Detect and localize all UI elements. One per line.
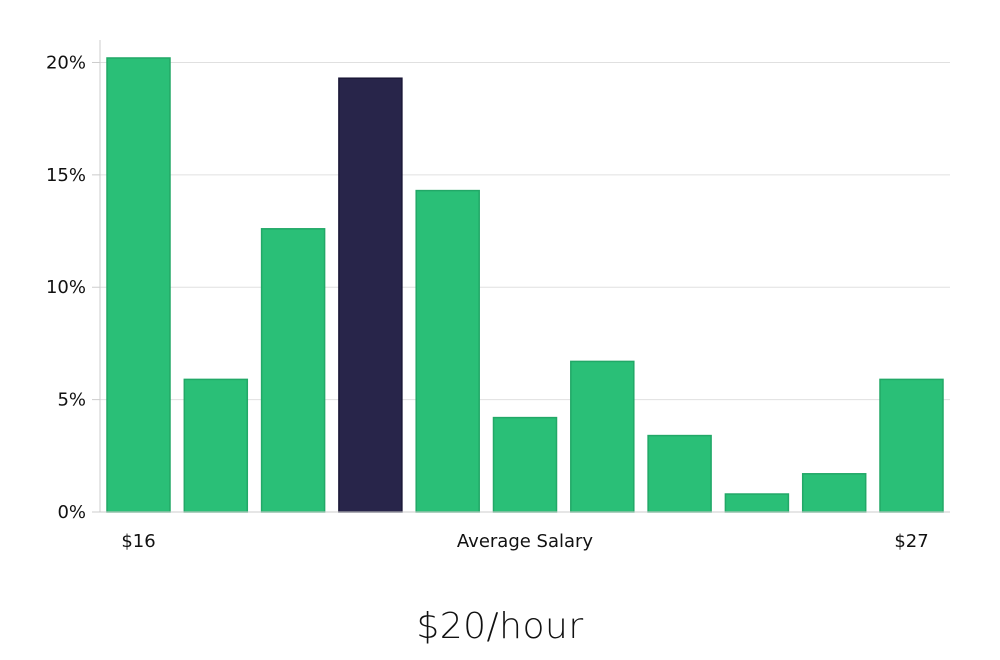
salary-histogram-chart: 0% 5% 10% 15% 20% $16 Average Salary $27	[46, 40, 950, 552]
bar	[724, 493, 790, 513]
average-hourly-pay-headline: $20/hour	[416, 606, 584, 647]
y-tick-label: 0%	[57, 502, 86, 523]
bar	[647, 434, 712, 513]
bar	[260, 228, 326, 513]
bar	[879, 378, 944, 513]
bars	[106, 57, 944, 513]
bar	[492, 416, 558, 513]
y-tick-label: 20%	[46, 52, 86, 73]
grid-lines	[100, 61, 950, 401]
x-axis-start-label: $16	[121, 531, 155, 552]
y-axis-ticks: 0% 5% 10% 15% 20%	[46, 52, 100, 523]
bar	[570, 360, 635, 513]
y-tick-label: 5%	[57, 390, 86, 411]
bar	[415, 189, 480, 513]
x-axis-end-label: $27	[894, 531, 928, 552]
bar	[106, 57, 171, 513]
bar	[183, 378, 249, 513]
x-axis-title: Average Salary	[457, 531, 594, 552]
y-tick-label: 10%	[46, 277, 86, 298]
bar	[801, 473, 867, 513]
bar-highlighted	[338, 77, 403, 513]
y-tick-label: 15%	[46, 165, 86, 186]
